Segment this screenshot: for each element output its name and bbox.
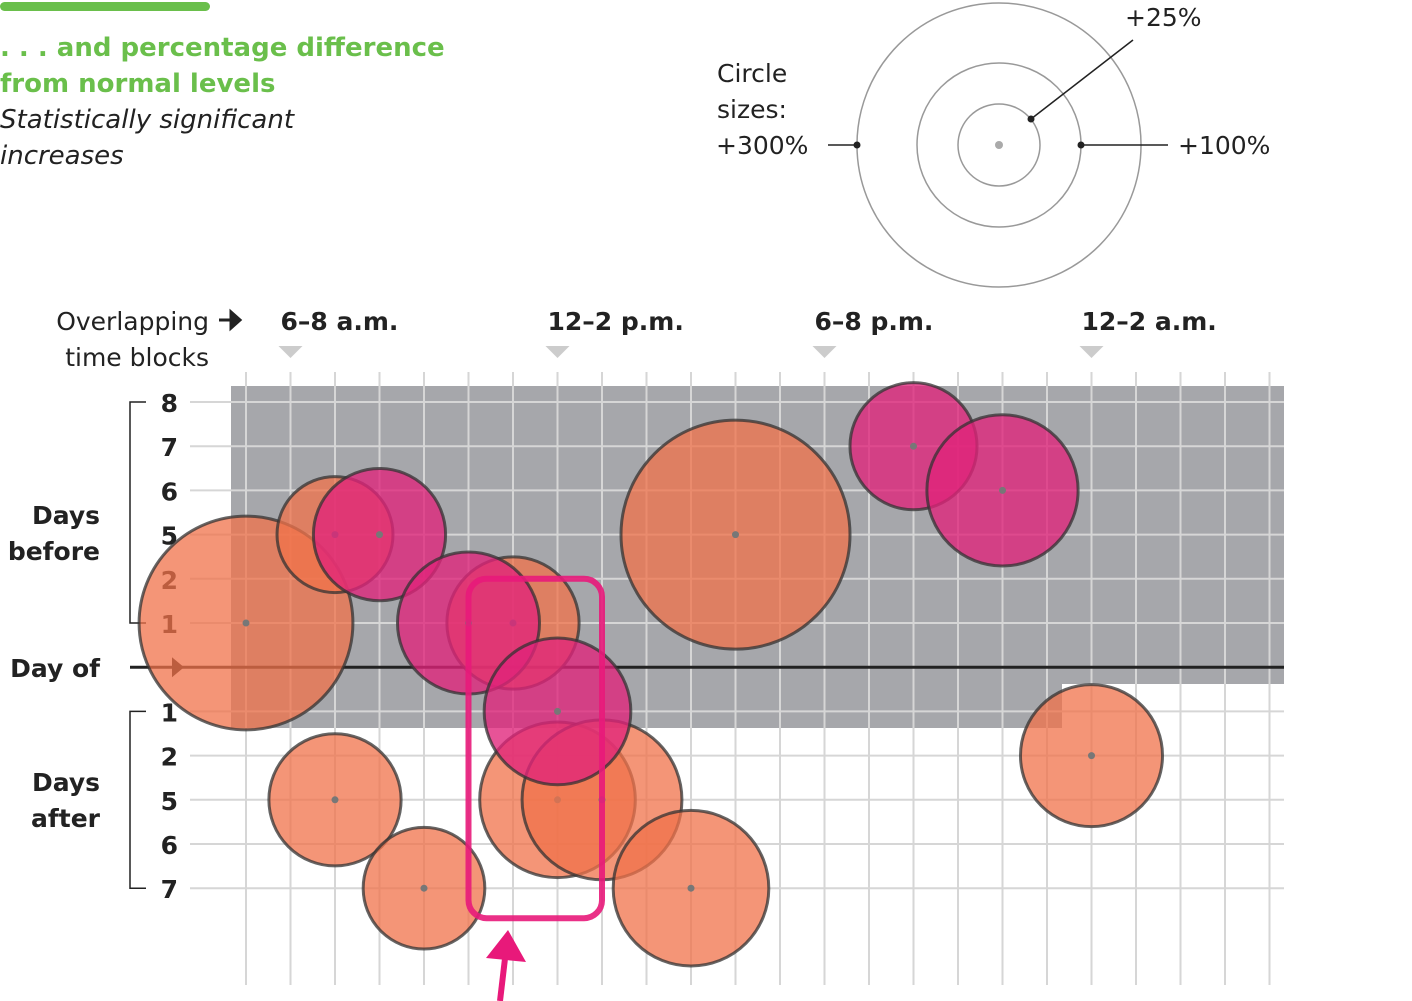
tick-marker-icon xyxy=(812,346,837,358)
bubble-center-dot xyxy=(376,531,383,539)
group-label-after: after xyxy=(31,804,101,833)
tick-marker-icon xyxy=(545,346,570,358)
bubble-center-dot xyxy=(732,531,739,539)
note: Statistically significant increases xyxy=(0,102,294,174)
bubble-center-dot xyxy=(242,619,250,627)
legend-center-dot xyxy=(995,141,1003,149)
bubble-center-dot xyxy=(331,796,339,804)
bracket-after xyxy=(129,710,146,889)
highlight-arrow-icon xyxy=(486,930,526,962)
legend-label-25: +25% xyxy=(1125,3,1202,32)
group-label-before: Days xyxy=(32,501,100,530)
bubble-center-dot xyxy=(687,884,695,892)
x-tick-label: 12–2 p.m. xyxy=(548,307,684,336)
x-axis-label: time blocks xyxy=(65,343,209,372)
accent-bar xyxy=(0,2,210,11)
y-tick-label: 6 xyxy=(161,831,178,860)
legend-title: Circle xyxy=(717,59,787,88)
y-tick-label: 2 xyxy=(161,743,178,772)
legend-label-300: +300% xyxy=(716,131,808,160)
legend-dot xyxy=(1077,141,1085,149)
subtitle-line: . . . and percentage difference xyxy=(0,33,445,63)
x-tick-label: 6–8 p.m. xyxy=(815,307,934,336)
highlight-box xyxy=(465,575,605,922)
group-label-before: before xyxy=(8,537,100,566)
subtitle-line: from normal levels xyxy=(0,69,276,99)
y-tick-label: 7 xyxy=(161,433,178,462)
arrow-right-icon xyxy=(219,308,243,332)
group-label-day-of: Day of xyxy=(10,654,101,683)
legend-dot xyxy=(1027,115,1035,123)
bubble-center-dot xyxy=(1088,752,1095,760)
legend-label-100: +100% xyxy=(1178,131,1270,160)
legend-leader xyxy=(1030,39,1134,120)
note-line: increases xyxy=(0,141,124,171)
group-label-after: Days xyxy=(32,768,100,797)
y-tick-label: 6 xyxy=(161,477,178,506)
legend-circle xyxy=(957,103,1041,187)
note-line: Statistically significant xyxy=(0,105,295,135)
bubble-center-dot xyxy=(910,442,917,450)
tick-marker-icon xyxy=(1079,346,1104,358)
x-tick-label: 6–8 a.m. xyxy=(281,307,399,336)
legend-title: sizes: xyxy=(717,95,787,124)
x-tick-label: 12–2 a.m. xyxy=(1082,307,1217,336)
subtitle: . . . and percentage difference from nor… xyxy=(0,30,445,102)
legend-dot xyxy=(853,141,861,149)
bubble-center-dot xyxy=(420,884,428,892)
y-tick-label: 7 xyxy=(161,875,178,904)
y-tick-label: 1 xyxy=(161,698,178,727)
bubble-center-dot xyxy=(554,707,561,715)
bubble-center-dot xyxy=(999,486,1006,494)
tick-marker-icon xyxy=(278,346,303,358)
x-axis-label: Overlapping xyxy=(56,307,209,336)
y-tick-label: 8 xyxy=(161,389,178,418)
y-tick-label: 5 xyxy=(161,787,178,816)
